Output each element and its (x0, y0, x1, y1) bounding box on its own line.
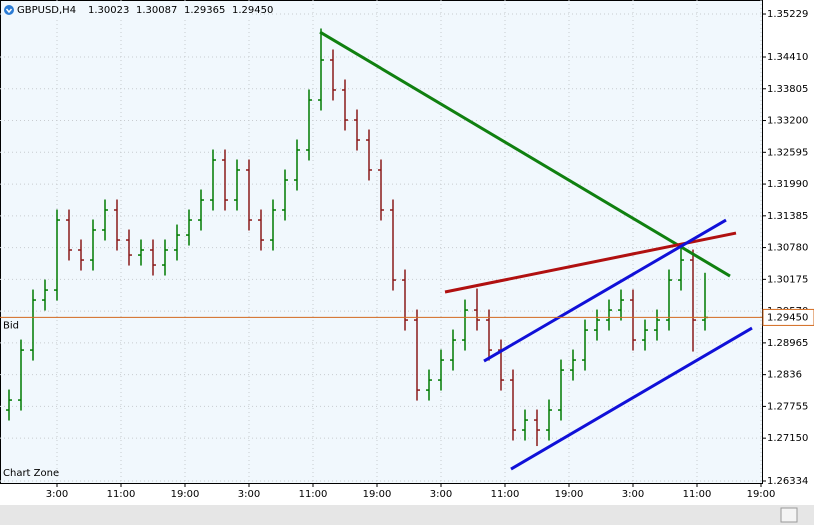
y-tick-label: 1.31990 (767, 179, 808, 190)
symbol: GBPUSD,H4 (17, 5, 76, 16)
x-tick-label: 3:00 (46, 489, 68, 500)
watermark: Chart Zone (3, 468, 59, 479)
x-tick-label: 3:00 (430, 489, 452, 500)
y-tick-label: 1.33805 (767, 84, 808, 95)
trend-line (319, 30, 731, 278)
trend-line (483, 218, 727, 363)
bid-label: 1.29450 (767, 312, 808, 323)
header-icon-arrow (5, 8, 13, 14)
y-tick-label: 1.34410 (767, 52, 808, 63)
x-tick-label: 3:00 (622, 489, 644, 500)
header-icon[interactable] (4, 5, 14, 15)
x-tick-label: 11:00 (107, 489, 136, 500)
scroll-thumb[interactable] (780, 507, 798, 523)
y-tick-label: 1.30175 (767, 274, 808, 285)
x-tick-label: 19:00 (747, 489, 776, 500)
scrollbar[interactable] (0, 505, 814, 525)
y-tick-label: 1.33200 (767, 116, 808, 127)
x-tick-label: 11:00 (491, 489, 520, 500)
x-tick-label: 19:00 (171, 489, 200, 500)
plot-area (0, 0, 763, 484)
header-low: 1.29365 (184, 5, 225, 16)
header: GBPUSD,H4 1.30023 1.30087 1.29365 1.2945… (1, 1, 273, 18)
y-tick-label: 1.32595 (767, 147, 808, 158)
marks (6, 28, 753, 471)
x-tick-label: 3:00 (238, 489, 260, 500)
y-tick-label: 1.28965 (767, 338, 808, 349)
header-open: 1.30023 (88, 5, 129, 16)
x-tick-label: 11:00 (683, 489, 712, 500)
bid-label-box (762, 308, 814, 326)
header-close: 1.29450 (232, 5, 273, 16)
y-tick-label: 1.26334 (767, 476, 808, 487)
y-tick-label: 1.27755 (767, 401, 808, 412)
x-tick-label: 11:00 (299, 489, 328, 500)
x-tick-label: 19:00 (555, 489, 584, 500)
y-tick-label: 1.30780 (767, 243, 808, 254)
y-tick-label: 1.31385 (767, 211, 808, 222)
bid-name: Bid (3, 320, 19, 331)
y-tick-label: 1.27150 (767, 433, 808, 444)
y-tick-label: 1.2836 (767, 370, 802, 381)
header-bg (1, 1, 251, 18)
trend-line (510, 326, 753, 471)
header-high: 1.30087 (136, 5, 177, 16)
y-tick-label: 1.35229 (767, 9, 808, 20)
x-tick-label: 19:00 (363, 489, 392, 500)
